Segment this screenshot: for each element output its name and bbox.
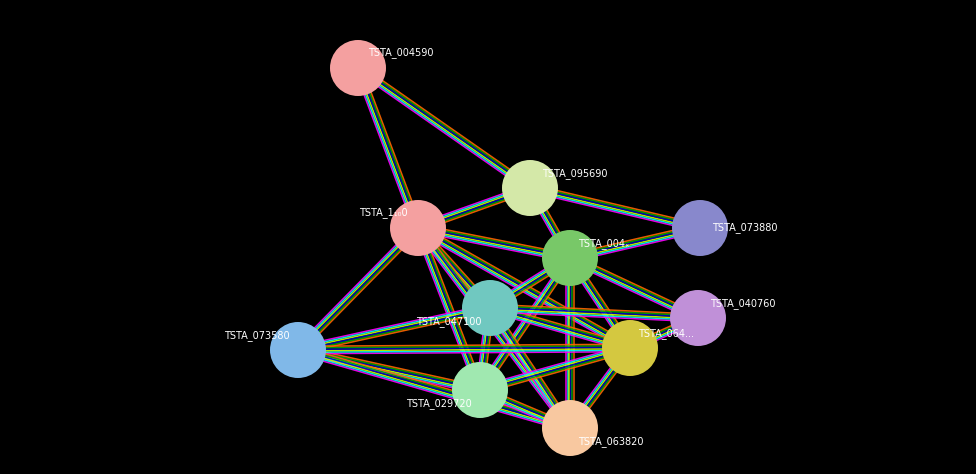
Text: TSTA_073580: TSTA_073580 bbox=[224, 330, 290, 341]
Circle shape bbox=[542, 230, 598, 286]
Text: TSTA_073880: TSTA_073880 bbox=[712, 223, 778, 234]
Text: TSTA_047100: TSTA_047100 bbox=[417, 317, 482, 328]
Circle shape bbox=[672, 200, 728, 256]
Text: TSTA_004590: TSTA_004590 bbox=[368, 47, 433, 58]
Text: TSTA_1₁₀0: TSTA_1₁₀0 bbox=[359, 208, 408, 219]
Circle shape bbox=[670, 290, 726, 346]
Text: TSTA_040760: TSTA_040760 bbox=[710, 299, 776, 310]
Text: TSTA_029720: TSTA_029720 bbox=[406, 399, 472, 410]
Circle shape bbox=[542, 400, 598, 456]
Text: TSTA_064...: TSTA_064... bbox=[638, 328, 694, 339]
Circle shape bbox=[330, 40, 386, 96]
Circle shape bbox=[502, 160, 558, 216]
Text: TSTA_004ₓ: TSTA_004ₓ bbox=[578, 238, 630, 249]
Circle shape bbox=[390, 200, 446, 256]
Circle shape bbox=[602, 320, 658, 376]
Text: TSTA_063820: TSTA_063820 bbox=[578, 437, 643, 447]
Circle shape bbox=[462, 280, 518, 336]
Circle shape bbox=[452, 362, 508, 418]
Text: TSTA_095690: TSTA_095690 bbox=[542, 169, 607, 180]
Circle shape bbox=[270, 322, 326, 378]
